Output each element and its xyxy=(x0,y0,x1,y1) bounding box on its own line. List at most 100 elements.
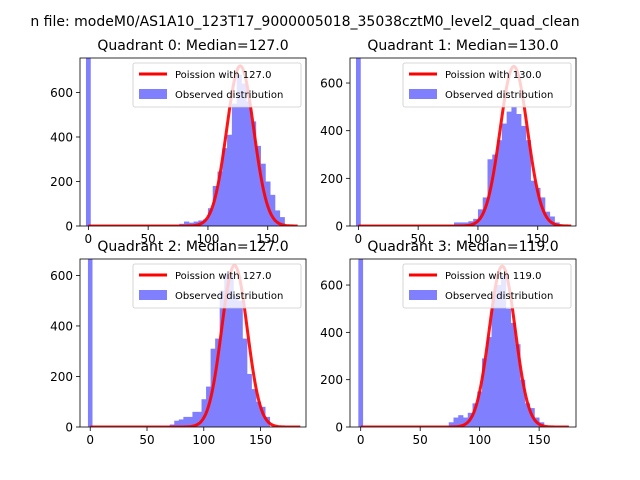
histogram-bar xyxy=(201,399,207,427)
legend-box xyxy=(132,263,302,309)
histogram-bar xyxy=(515,344,521,427)
histogram-bar xyxy=(524,403,531,427)
histogram-bar xyxy=(511,106,517,226)
y-tick-label: 400 xyxy=(320,124,343,138)
legend-box xyxy=(402,263,572,309)
histogram-bar xyxy=(246,373,252,427)
legend-poisson-label: Poission with 127.0 xyxy=(175,70,271,81)
legend-box xyxy=(132,62,302,108)
quadrant-0-panel: 0 50 100 150 0 200 400 600 Quadrant 0: Median=12… xyxy=(50,38,307,246)
legend-hist-label: Observed distribution xyxy=(175,291,283,302)
histogram-bar xyxy=(192,411,198,427)
histogram-bar xyxy=(187,416,193,427)
histogram-bar xyxy=(251,389,257,427)
histogram-bar xyxy=(207,208,214,226)
histogram-bar xyxy=(233,295,239,427)
axes-frame xyxy=(79,57,307,227)
x-tick-label: 0 xyxy=(86,433,94,447)
legend: Poission with 127.0 Observed distribution xyxy=(132,62,302,108)
histogram-bar xyxy=(231,103,238,226)
histogram-bar xyxy=(486,337,492,427)
poisson-curve xyxy=(89,263,301,427)
histogram-bar xyxy=(85,58,91,226)
legend-hist-swatch xyxy=(139,89,167,99)
histogram-bar xyxy=(497,140,503,226)
histogram-bar xyxy=(217,171,223,226)
plot-area xyxy=(85,58,298,226)
x-tick-label: 150 xyxy=(526,232,549,246)
histogram-bar xyxy=(236,74,242,226)
histogram-bar xyxy=(535,187,541,226)
histogram-bar xyxy=(520,125,527,226)
histogram-bar xyxy=(174,420,180,427)
histogram-bar xyxy=(482,358,488,427)
y-tick-label: 0 xyxy=(65,421,73,435)
x-tick-label: 50 xyxy=(141,232,156,246)
axes-frame xyxy=(79,258,307,428)
histogram-bar xyxy=(506,111,512,226)
histogram-bar xyxy=(496,285,502,427)
histogram-bar xyxy=(501,123,508,226)
y-tick-label: 400 xyxy=(50,130,73,144)
x-tick-label: 150 xyxy=(528,433,551,447)
axes-frame xyxy=(349,258,577,428)
y-tick-label: 200 xyxy=(50,175,73,189)
histogram-bar xyxy=(183,416,189,427)
x-tick-label: 100 xyxy=(196,232,219,246)
histogram-bar xyxy=(530,180,536,226)
legend: Poission with 119.0 Observed distribution xyxy=(402,263,572,309)
histogram-bar xyxy=(505,308,511,427)
histogram-bar xyxy=(458,222,464,226)
x-tick-label: 100 xyxy=(192,433,215,447)
legend: Poission with 127.0 Observed distribution xyxy=(132,263,302,309)
figure-title: n file: modeM0/AS1A10_123T17_9000005018_… xyxy=(30,14,579,30)
y-tick-label: 200 xyxy=(50,370,73,384)
histogram-bar xyxy=(472,403,478,427)
histogram-bar xyxy=(274,210,281,226)
x-tick-label: 100 xyxy=(466,232,489,246)
histogram-bar xyxy=(224,272,230,427)
histogram-bar xyxy=(510,322,516,427)
histogram-bar xyxy=(184,221,190,226)
histogram-bar xyxy=(87,259,93,427)
histogram-bar xyxy=(270,194,276,226)
legend-poisson-label: Poission with 127.0 xyxy=(175,271,271,282)
histogram-bar xyxy=(203,219,209,226)
x-tick-label: 50 xyxy=(413,433,428,447)
histogram-bar xyxy=(237,300,243,427)
y-tick-label: 400 xyxy=(50,319,73,333)
legend-hist-label: Observed distribution xyxy=(445,90,553,101)
quadrant-title: Quadrant 2: Median=127.0 xyxy=(97,239,288,255)
legend-hist-label: Observed distribution xyxy=(175,90,283,101)
histogram-bar xyxy=(196,411,202,427)
y-tick-label: 600 xyxy=(50,86,73,100)
histogram-bar xyxy=(525,140,531,226)
quadrant-3-panel: 0 50 100 150 0 200 400 600 Quadrant 3: Median=11… xyxy=(320,239,577,447)
legend-poisson-label: Poission with 119.0 xyxy=(445,271,541,282)
y-tick-label: 600 xyxy=(320,279,343,293)
legend-hist-swatch xyxy=(409,290,437,300)
x-tick-label: 50 xyxy=(411,232,426,246)
plot-area xyxy=(87,259,301,427)
histogram-bar xyxy=(241,83,247,226)
histogram-bar xyxy=(477,391,483,427)
histogram-bar xyxy=(492,154,498,226)
histogram-bar xyxy=(279,217,285,226)
y-tick-label: 600 xyxy=(50,269,73,283)
legend-hist-label: Observed distribution xyxy=(445,291,553,302)
y-tick-label: 0 xyxy=(335,421,343,435)
histogram-bar xyxy=(453,417,459,427)
y-tick-label: 0 xyxy=(65,220,73,234)
x-tick-label: 0 xyxy=(357,433,365,447)
histogram-bar xyxy=(227,134,233,226)
histogram-bar xyxy=(491,294,497,427)
legend-hist-swatch xyxy=(139,290,167,300)
histogram-bar xyxy=(228,275,234,427)
axes-frame xyxy=(349,57,577,227)
histogram-bar xyxy=(520,379,526,427)
x-tick-label: 100 xyxy=(468,433,491,447)
y-tick-label: 0 xyxy=(335,220,343,234)
histogram-bar xyxy=(358,259,364,427)
x-tick-label: 0 xyxy=(85,232,93,246)
